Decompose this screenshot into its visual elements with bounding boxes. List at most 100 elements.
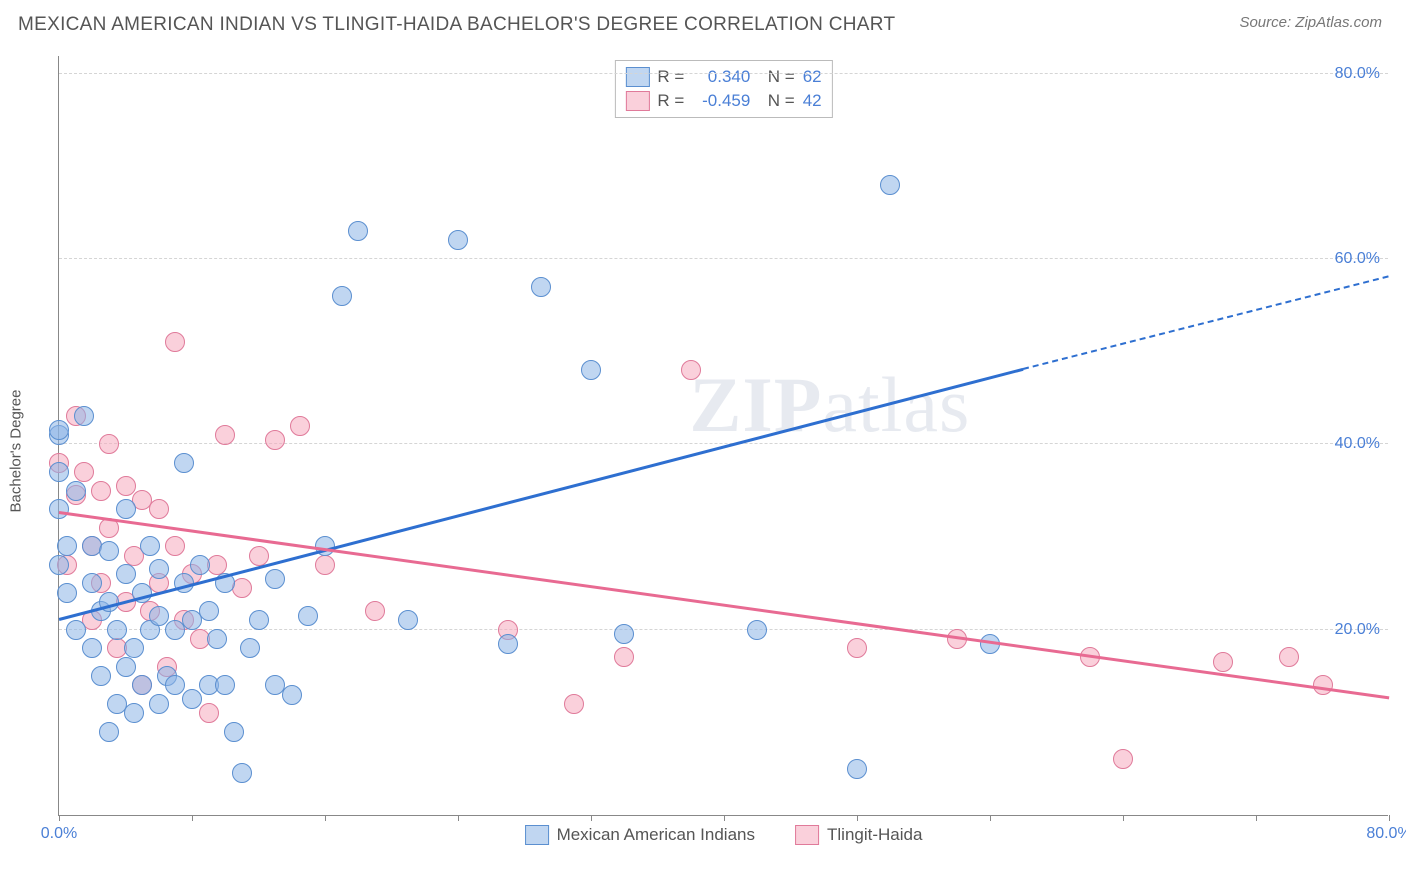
gridline-h [59, 258, 1388, 259]
scatter-point-blue [57, 536, 77, 556]
gridline-h [59, 443, 1388, 444]
scatter-point-pink [199, 703, 219, 723]
scatter-point-blue [107, 620, 127, 640]
scatter-point-pink [265, 430, 285, 450]
scatter-point-blue [398, 610, 418, 630]
gridline-h [59, 73, 1388, 74]
scatter-point-blue [240, 638, 260, 658]
x-tick [1123, 815, 1124, 821]
scatter-point-blue [498, 634, 518, 654]
scatter-point-blue [747, 620, 767, 640]
scatter-point-blue [282, 685, 302, 705]
scatter-point-blue [614, 624, 634, 644]
correlation-stats-box: R = 0.340 N = 62 R = -0.459 N = 42 [614, 60, 832, 118]
scatter-point-pink [1213, 652, 1233, 672]
scatter-point-blue [265, 569, 285, 589]
scatter-point-pink [681, 360, 701, 380]
scatter-point-pink [99, 434, 119, 454]
scatter-point-blue [57, 583, 77, 603]
scatter-point-blue [74, 406, 94, 426]
scatter-point-blue [298, 606, 318, 626]
scatter-point-blue [91, 666, 111, 686]
scatter-point-blue [332, 286, 352, 306]
x-tick [990, 815, 991, 821]
scatter-point-blue [174, 453, 194, 473]
scatter-point-blue [232, 763, 252, 783]
scatter-point-blue [190, 555, 210, 575]
scatter-point-blue [49, 555, 69, 575]
scatter-point-blue [215, 675, 235, 695]
watermark: ZIPatlas [689, 360, 970, 450]
scatter-point-blue [116, 657, 136, 677]
scatter-point-blue [99, 722, 119, 742]
stat-row-blue: R = 0.340 N = 62 [625, 65, 821, 89]
legend-swatch-blue [525, 825, 549, 845]
y-tick-label: 20.0% [1335, 621, 1380, 639]
plot-area: ZIPatlas R = 0.340 N = 62 R = -0.459 N =… [58, 56, 1388, 816]
scatter-point-pink [149, 499, 169, 519]
scatter-point-blue [124, 703, 144, 723]
scatter-point-blue [149, 559, 169, 579]
scatter-point-blue [880, 175, 900, 195]
chart-container: Bachelor's Degree ZIPatlas R = 0.340 N =… [18, 56, 1388, 846]
x-tick [857, 815, 858, 821]
scatter-point-blue [847, 759, 867, 779]
swatch-pink [625, 91, 649, 111]
scatter-point-blue [132, 675, 152, 695]
scatter-point-blue [149, 694, 169, 714]
x-tick [1389, 815, 1390, 821]
scatter-point-pink [91, 481, 111, 501]
scatter-point-blue [99, 541, 119, 561]
scatter-point-blue [182, 689, 202, 709]
scatter-point-pink [564, 694, 584, 714]
scatter-point-pink [116, 476, 136, 496]
y-tick-label: 60.0% [1335, 250, 1380, 268]
swatch-blue [625, 67, 649, 87]
scatter-point-pink [290, 416, 310, 436]
scatter-point-blue [149, 606, 169, 626]
y-tick-label: 80.0% [1335, 65, 1380, 83]
chart-source: Source: ZipAtlas.com [1239, 14, 1382, 31]
scatter-point-pink [315, 555, 335, 575]
y-axis-label: Bachelor's Degree [8, 390, 25, 513]
x-tick-label: 80.0% [1366, 825, 1406, 843]
scatter-point-blue [165, 675, 185, 695]
scatter-point-pink [165, 332, 185, 352]
legend-swatch-pink [795, 825, 819, 845]
legend-item-pink: Tlingit-Haida [795, 825, 922, 845]
scatter-point-pink [1279, 647, 1299, 667]
scatter-point-pink [215, 425, 235, 445]
y-tick-label: 40.0% [1335, 435, 1380, 453]
trend-line-dash [1023, 275, 1389, 370]
scatter-point-pink [165, 536, 185, 556]
scatter-point-blue [49, 420, 69, 440]
x-tick [192, 815, 193, 821]
x-tick [591, 815, 592, 821]
scatter-point-pink [74, 462, 94, 482]
scatter-point-blue [224, 722, 244, 742]
scatter-point-blue [531, 277, 551, 297]
x-tick [1256, 815, 1257, 821]
scatter-point-pink [249, 546, 269, 566]
x-tick-label: 0.0% [41, 825, 77, 843]
scatter-point-blue [66, 620, 86, 640]
scatter-point-pink [365, 601, 385, 621]
scatter-point-pink [1113, 749, 1133, 769]
scatter-point-blue [199, 601, 219, 621]
scatter-point-blue [66, 481, 86, 501]
x-tick [59, 815, 60, 821]
legend-item-blue: Mexican American Indians [525, 825, 755, 845]
x-tick [458, 815, 459, 821]
scatter-point-blue [249, 610, 269, 630]
legend: Mexican American Indians Tlingit-Haida [525, 825, 923, 845]
stat-row-pink: R = -0.459 N = 42 [625, 89, 821, 113]
scatter-point-blue [348, 221, 368, 241]
scatter-point-blue [448, 230, 468, 250]
scatter-point-blue [581, 360, 601, 380]
scatter-point-blue [49, 462, 69, 482]
scatter-point-blue [207, 629, 227, 649]
x-tick [724, 815, 725, 821]
x-tick [325, 815, 326, 821]
chart-title: MEXICAN AMERICAN INDIAN VS TLINGIT-HAIDA… [18, 14, 895, 36]
scatter-point-blue [82, 573, 102, 593]
